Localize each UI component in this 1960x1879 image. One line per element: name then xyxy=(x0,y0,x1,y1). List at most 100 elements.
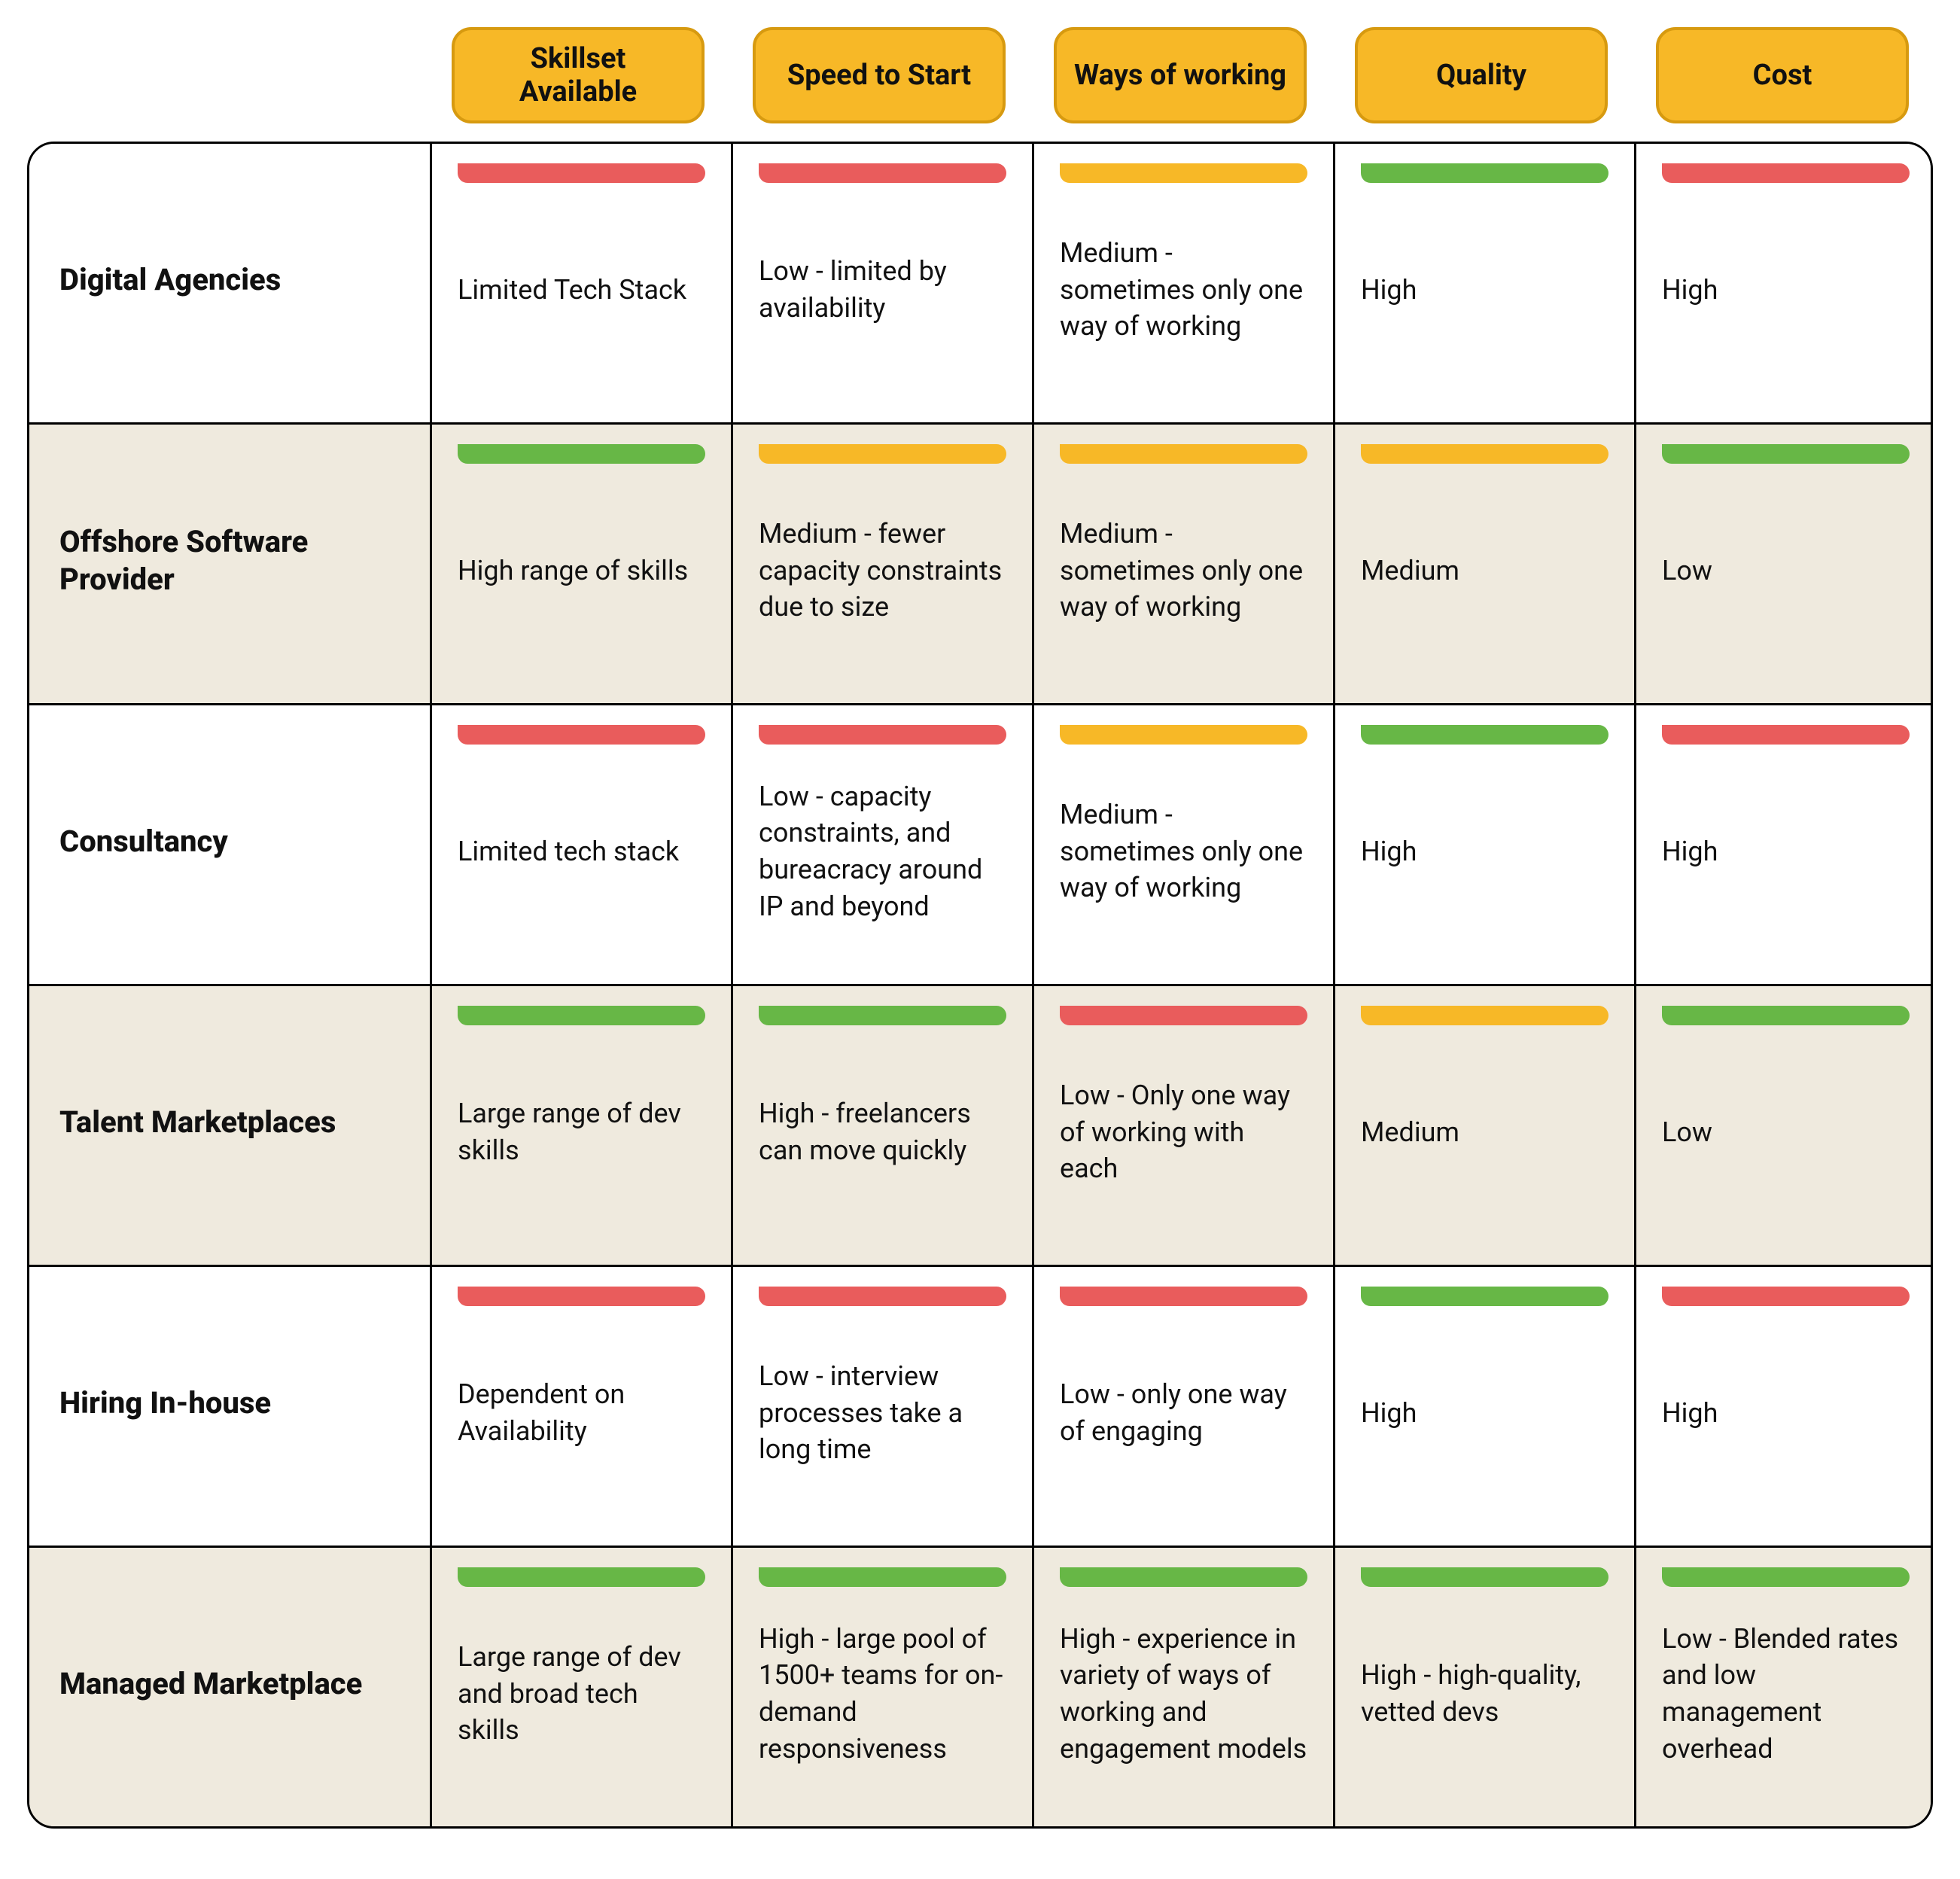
cell-body: High xyxy=(1361,183,1608,397)
column-header: Ways of working xyxy=(1030,27,1331,123)
cell-text: High xyxy=(1361,833,1417,870)
rating-indicator xyxy=(458,1287,705,1306)
cell-body: Low xyxy=(1662,1025,1910,1239)
rating-indicator xyxy=(1060,444,1307,464)
cell-text: Low xyxy=(1662,1114,1712,1151)
cell-body: Medium xyxy=(1361,464,1608,678)
cell-body: Low - Blended rates and low management o… xyxy=(1662,1587,1910,1801)
cell-text: Low xyxy=(1662,553,1712,589)
table-body: Digital Agencies Limited Tech Stack Low - … xyxy=(27,142,1933,1829)
table-cell: Low - capacity constraints, and bureacra… xyxy=(731,705,1032,984)
table-cell: Dependent on Availability xyxy=(430,1267,731,1546)
cell-text: High xyxy=(1662,1395,1718,1432)
cell-text: Medium - sometimes only one way of worki… xyxy=(1060,516,1307,626)
row-label: Talent Marketplaces xyxy=(29,986,430,1265)
table-row: Digital Agencies Limited Tech Stack Low - … xyxy=(29,144,1931,422)
table-cell: Limited tech stack xyxy=(430,705,731,984)
rating-indicator xyxy=(1361,1006,1608,1025)
rating-indicator xyxy=(1060,1567,1307,1587)
table-cell: High - experience in variety of ways of … xyxy=(1032,1548,1333,1826)
cell-text: High range of skills xyxy=(458,553,688,589)
rating-indicator xyxy=(458,725,705,745)
column-header-pill: Speed to Start xyxy=(753,27,1006,123)
cell-body: Large range of dev skills xyxy=(458,1025,705,1239)
cell-text: Low - interview processes take a long ti… xyxy=(759,1358,1006,1468)
table-cell: Low - Only one way of working with each xyxy=(1032,986,1333,1265)
cell-text: Low - capacity constraints, and bureacra… xyxy=(759,778,1006,924)
row-label: Managed Marketplace xyxy=(29,1548,430,1826)
cell-body: Medium xyxy=(1361,1025,1608,1239)
cell-text: Low - only one way of engaging xyxy=(1060,1376,1307,1449)
cell-text: Low - Only one way of working with each xyxy=(1060,1077,1307,1187)
table-cell: High range of skills xyxy=(430,425,731,703)
table-cell: Medium - sometimes only one way of worki… xyxy=(1032,425,1333,703)
cell-body: Low - interview processes take a long ti… xyxy=(759,1306,1006,1520)
cell-text: High xyxy=(1361,272,1417,309)
cell-text: Dependent on Availability xyxy=(458,1376,705,1449)
cell-text: Low - limited by availability xyxy=(759,253,1006,326)
table-cell: High xyxy=(1333,144,1634,422)
table-cell: Medium xyxy=(1333,986,1634,1265)
cell-body: Medium - fewer capacity constraints due … xyxy=(759,464,1006,678)
column-header: Cost xyxy=(1632,27,1933,123)
cell-body: Medium - sometimes only one way of worki… xyxy=(1060,183,1307,397)
cell-body: Low - capacity constraints, and bureacra… xyxy=(759,745,1006,958)
cell-body: High xyxy=(1361,1306,1608,1520)
column-header-row: Skillset Available Speed to Start Ways of … xyxy=(27,27,1933,142)
rating-indicator xyxy=(1060,1006,1307,1025)
cell-text: Limited Tech Stack xyxy=(458,272,686,309)
table-cell: High xyxy=(1634,144,1933,422)
cell-text: Medium xyxy=(1361,1114,1459,1151)
cell-text: High - experience in variety of ways of … xyxy=(1060,1621,1307,1767)
rating-indicator xyxy=(1060,1287,1307,1306)
rating-indicator xyxy=(1662,1287,1910,1306)
cell-body: High - large pool of 1500+ teams for on-… xyxy=(759,1587,1006,1801)
table-cell: Medium - fewer capacity constraints due … xyxy=(731,425,1032,703)
cell-body: Low xyxy=(1662,464,1910,678)
table-row: Consultancy Limited tech stack Low - capac… xyxy=(29,703,1931,984)
column-header: Skillset Available xyxy=(428,27,729,123)
rating-indicator xyxy=(1361,163,1608,183)
column-header-pill: Quality xyxy=(1355,27,1608,123)
table-cell: Medium - sometimes only one way of worki… xyxy=(1032,705,1333,984)
table-row: Talent MarketplacesLarge range of dev sk… xyxy=(29,984,1931,1265)
cell-body: High - freelancers can move quickly xyxy=(759,1025,1006,1239)
table-cell: High - high-quality, vetted devs xyxy=(1333,1548,1634,1826)
rating-indicator xyxy=(458,444,705,464)
rating-indicator xyxy=(1361,1567,1608,1587)
cell-body: Low - Only one way of working with each xyxy=(1060,1025,1307,1239)
cell-body: Limited Tech Stack xyxy=(458,183,705,397)
table-cell: Large range of dev skills xyxy=(430,986,731,1265)
rating-indicator xyxy=(1060,725,1307,745)
cell-body: Large range of dev and broad tech skills xyxy=(458,1587,705,1801)
cell-body: Medium - sometimes only one way of worki… xyxy=(1060,464,1307,678)
table-row: Managed MarketplaceLarge range of dev an… xyxy=(29,1546,1931,1826)
rating-indicator xyxy=(1662,163,1910,183)
table-row: Hiring In-houseDependent on Availability… xyxy=(29,1265,1931,1546)
cell-body: High - experience in variety of ways of … xyxy=(1060,1587,1307,1801)
row-label: Digital Agencies xyxy=(29,144,430,422)
cell-text: High - freelancers can move quickly xyxy=(759,1095,1006,1168)
table-cell: High - large pool of 1500+ teams for on-… xyxy=(731,1548,1032,1826)
cell-text: Medium - sometimes only one way of worki… xyxy=(1060,235,1307,345)
rating-indicator xyxy=(1060,163,1307,183)
cell-text: Limited tech stack xyxy=(458,833,679,870)
rating-indicator xyxy=(458,1567,705,1587)
row-label: Consultancy xyxy=(29,705,430,984)
rating-indicator xyxy=(1361,1287,1608,1306)
table-cell: Medium xyxy=(1333,425,1634,703)
cell-body: Dependent on Availability xyxy=(458,1306,705,1520)
table-cell: High xyxy=(1634,705,1933,984)
cell-text: High - high-quality, vetted devs xyxy=(1361,1657,1608,1730)
row-label: Offshore Software Provider xyxy=(29,425,430,703)
rating-indicator xyxy=(1662,444,1910,464)
rating-indicator xyxy=(759,444,1006,464)
cell-body: High xyxy=(1662,1306,1910,1520)
rating-indicator xyxy=(1662,1567,1910,1587)
column-header-pill: Skillset Available xyxy=(452,27,705,123)
cell-body: Low - only one way of engaging xyxy=(1060,1306,1307,1520)
cell-text: Medium - sometimes only one way of worki… xyxy=(1060,796,1307,906)
table-cell: Large range of dev and broad tech skills xyxy=(430,1548,731,1826)
table-cell: High xyxy=(1333,1267,1634,1546)
column-header-pill: Ways of working xyxy=(1054,27,1307,123)
